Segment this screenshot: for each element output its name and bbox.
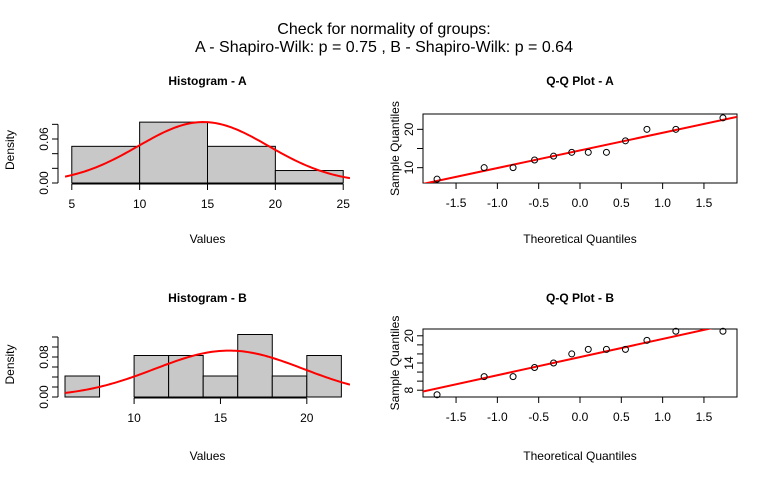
qq-a-point (602, 148, 610, 156)
qq-b-point (643, 336, 651, 344)
qq-b-point (568, 350, 576, 358)
hist-a-y-axis-label: Density (3, 130, 17, 170)
qq-a-point (568, 148, 576, 156)
qq-a-qq-line (423, 115, 737, 183)
qq-b-x-tick-label: 0.5 (613, 410, 630, 424)
qq-a-point (550, 152, 558, 160)
qq-b-point (584, 345, 592, 353)
qq-a-y-tick-label: 20 (402, 122, 416, 136)
qq-a-x-tick-label: 0.0 (572, 196, 589, 210)
hist-b-y-tick-label: 0.00 (37, 385, 51, 409)
hist-b-title: Histogram - B (168, 291, 247, 305)
main-title-line-1: Check for normality of groups: (277, 21, 491, 38)
hist-b-bar (202, 375, 239, 398)
qq-b-point (550, 359, 558, 367)
qq-a-title: Q-Q Plot - A (546, 74, 614, 88)
qq-a-x-axis-label: Theoretical Quantiles (523, 232, 636, 246)
qq-b-point (621, 345, 629, 353)
qq-b-point (672, 327, 680, 335)
hist-a-panel: Histogram - A Values Density 5 10 15 20 25 0.00 0… (3, 74, 350, 246)
qq-a-point (719, 114, 727, 122)
qq-b-panel: Q-Q Plot - B Theoretical Quantiles Sample … (388, 291, 738, 463)
qq-a-x-tick-label: -1.0 (487, 196, 508, 210)
hist-a-x-tick-label: 15 (201, 197, 215, 211)
hist-a-title: Histogram - A (168, 74, 247, 88)
hist-a-x-tick-label: 10 (133, 197, 147, 211)
hist-b-bar (271, 375, 308, 398)
qq-a-plot-box (422, 113, 738, 184)
qq-b-point (602, 345, 610, 353)
hist-b-x-tick-label: 20 (300, 411, 314, 425)
qq-b-x-tick-label: -1.5 (446, 410, 467, 424)
hist-b-bar (237, 334, 273, 398)
qq-b-x-tick-label: 0.0 (572, 410, 589, 424)
qq-b-point (531, 364, 539, 372)
qq-b-point (509, 373, 517, 381)
hist-b-panel: Histogram - B Values Density 10 15 20 0.00 0.08 (3, 291, 350, 463)
qq-a-point (509, 164, 517, 172)
hist-b-x-axis-label: Values (190, 449, 226, 463)
hist-b-x-tick-label: 15 (214, 411, 228, 425)
qq-a-x-tick-label: 1.5 (696, 196, 713, 210)
qq-a-x-tick-label: -1.5 (446, 196, 467, 210)
qq-b-y-tick-label: 8 (402, 387, 416, 394)
qq-b-point (480, 373, 488, 381)
hist-b-bar (64, 375, 101, 398)
qq-b-x-tick-label: -1.0 (487, 410, 508, 424)
qq-a-point (672, 125, 680, 133)
hist-b-x-tick-label: 10 (127, 411, 141, 425)
hist-a-normal-curve (65, 121, 350, 180)
hist-a-x-axis-label: Values (190, 232, 226, 246)
qq-b-y-axis-label: Sample Quantiles (388, 316, 402, 411)
qq-b-y-tick-label: 20 (402, 329, 416, 343)
qq-a-point (621, 137, 629, 145)
qq-b-y-tick-label: 14 (402, 356, 416, 370)
hist-a-x-tick-label: 25 (337, 197, 351, 211)
hist-b-bar (133, 355, 170, 398)
qq-b-x-tick-label: 1.5 (696, 410, 713, 424)
qq-b-point (719, 327, 727, 335)
qq-a-point (433, 175, 441, 183)
qq-a-point (643, 125, 651, 133)
hist-a-y-tick-label: 0.00 (37, 171, 51, 195)
qq-a-x-tick-label: -0.5 (528, 196, 549, 210)
qq-a-y-tick-label: 10 (402, 161, 416, 175)
qq-b-qq-line (423, 329, 713, 393)
qq-a-x-tick-label: 1.0 (654, 196, 671, 210)
main-title-line-2: A - Shapiro-Wilk: p = 0.75 , B - Shapiro… (195, 39, 573, 56)
hist-a-bar (274, 170, 344, 184)
hist-a-bar (207, 145, 276, 184)
hist-a-x-tick-label: 5 (68, 197, 75, 211)
qq-b-x-tick-label: 1.0 (654, 410, 671, 424)
qq-a-point (531, 156, 539, 164)
qq-b-x-tick-label: -0.5 (528, 410, 549, 424)
qq-a-x-tick-label: 0.5 (613, 196, 630, 210)
qq-b-x-axis-label: Theoretical Quantiles (523, 449, 636, 463)
qq-a-point (584, 148, 592, 156)
hist-b-y-axis-label: Density (3, 344, 17, 384)
hist-b-normal-curve (65, 349, 350, 394)
qq-b-point (433, 391, 441, 399)
hist-a-x-tick-label: 20 (269, 197, 283, 211)
hist-a-bar (139, 121, 208, 184)
hist-b-y-tick-label: 0.08 (37, 345, 51, 369)
qq-a-point (480, 164, 488, 172)
hist-a-y-tick-label: 0.06 (37, 127, 51, 151)
qq-a-y-axis-label: Sample Quantiles (388, 101, 402, 196)
qq-b-title: Q-Q Plot - B (546, 291, 614, 305)
qq-a-panel: Q-Q Plot - A Theoretical Quantiles Sample … (388, 74, 738, 246)
qq-b-plot-box (422, 328, 738, 398)
